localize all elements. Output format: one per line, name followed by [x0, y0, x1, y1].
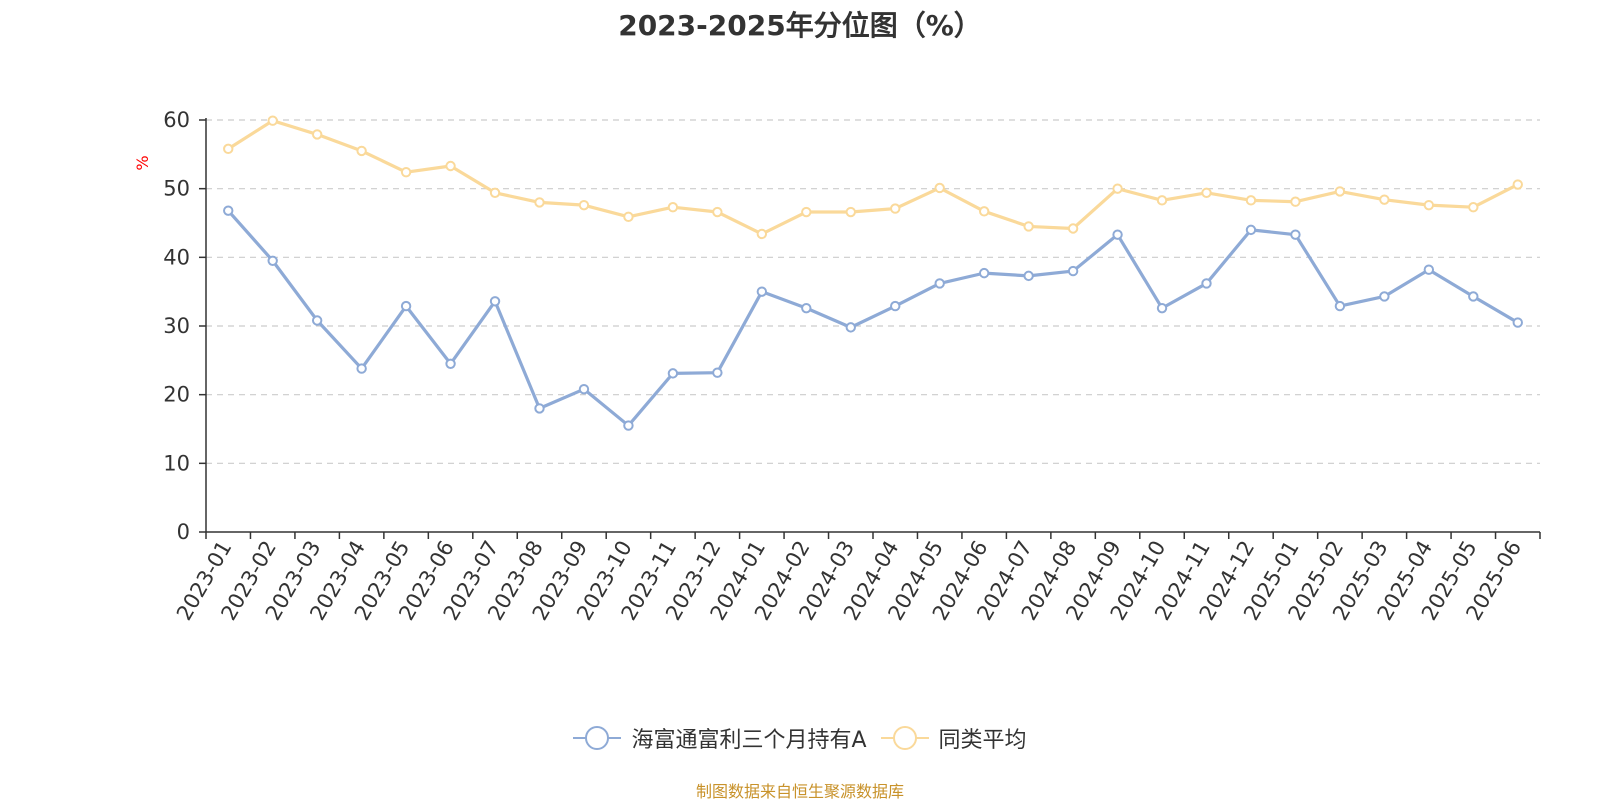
- data-point-series-2: [1334, 186, 1346, 197]
- data-point-series-2: [267, 115, 278, 126]
- data-point-series-2: [1512, 179, 1523, 190]
- data-point-series-2: [890, 203, 901, 214]
- axes: [199, 118, 1541, 539]
- data-point-series-2: [801, 206, 812, 218]
- grid-lines: [206, 119, 1540, 464]
- data-point-series-2: [311, 129, 323, 140]
- data-point-series-2: [1423, 199, 1435, 211]
- y-tick-label: 0: [177, 520, 190, 544]
- data-point-series-1: [934, 278, 945, 289]
- legend-item-series-1[interactable]: 海富通富利三个月持有A: [573, 722, 867, 754]
- data-point-series-1: [1468, 291, 1479, 302]
- data-point-series-1: [756, 286, 768, 297]
- data-point-series-1: [801, 302, 812, 314]
- data-point-series-1: [534, 403, 545, 414]
- series-line-1: [227, 209, 1519, 428]
- data-point-series-1: [1334, 300, 1346, 312]
- data-point-series-2: [934, 182, 945, 194]
- y-axis-label: %: [133, 155, 152, 170]
- data-point-series-2: [1156, 195, 1168, 206]
- data-point-series-1: [489, 296, 501, 307]
- data-point-series-1: [1512, 317, 1523, 328]
- legend-swatch-series-1: [573, 725, 622, 751]
- data-point-series-2: [1468, 202, 1479, 213]
- data-point-series-2: [534, 197, 545, 208]
- legend: 海富通富利三个月持有A 同类平均: [0, 722, 1600, 754]
- data-point-series-2: [223, 143, 234, 155]
- chart-title: 2023-2025年分位图（%）: [618, 9, 982, 42]
- data-point-series-2: [1067, 223, 1079, 234]
- data-point-series-2: [1023, 221, 1034, 232]
- series-line-2: [227, 119, 1519, 236]
- data-point-series-2: [489, 187, 501, 198]
- data-point-series-2: [400, 166, 412, 178]
- data-point-series-1: [667, 368, 679, 379]
- data-point-series-2: [756, 228, 768, 240]
- data-point-series-1: [845, 322, 856, 333]
- data-point-series-2: [1379, 194, 1390, 205]
- data-point-series-1: [978, 267, 990, 279]
- data-point-series-1: [400, 300, 412, 312]
- y-tick-label: 60: [163, 108, 190, 132]
- y-tick-label: 30: [163, 314, 190, 338]
- data-point-series-1: [623, 420, 634, 431]
- data-point-series-1: [311, 315, 323, 326]
- data-point-series-1: [1423, 264, 1435, 275]
- data-point-series-1: [1379, 291, 1390, 302]
- data-point-series-1: [356, 363, 367, 374]
- data-point-series-1: [445, 358, 456, 369]
- data-point-series-1: [1245, 224, 1257, 236]
- data-point-series-1: [1112, 229, 1123, 240]
- data-point-series-2: [1290, 196, 1301, 207]
- y-tick-label: 20: [163, 383, 190, 407]
- data-point-series-2: [445, 160, 456, 172]
- data-point-series-2: [356, 145, 367, 157]
- legend-label-series-2: 同类平均: [938, 728, 1027, 753]
- source-note: 制图数据来自恒生聚源数据库: [695, 782, 904, 801]
- data-point-series-2: [623, 211, 634, 223]
- y-tick-label: 50: [163, 177, 190, 201]
- data-point-series-1: [890, 300, 901, 312]
- data-point-series-2: [845, 206, 856, 218]
- data-point-series-2: [1112, 183, 1123, 194]
- legend-swatch-series-2: [880, 725, 929, 751]
- data-point-series-1: [712, 367, 723, 378]
- data-point-series-1: [1290, 229, 1301, 240]
- data-point-series-1: [1067, 265, 1079, 277]
- data-point-series-2: [978, 206, 990, 217]
- data-point-series-2: [712, 206, 723, 218]
- data-point-series-1: [267, 255, 278, 266]
- y-tick-label: 10: [163, 451, 190, 475]
- data-point-series-2: [578, 199, 590, 211]
- data-point-series-1: [223, 205, 234, 216]
- y-tick-label: 40: [163, 245, 190, 269]
- data-point-series-2: [667, 202, 679, 213]
- data-point-series-2: [1201, 187, 1212, 198]
- data-point-series-1: [1201, 278, 1212, 289]
- axis-labels: 0102030405060%2023-012023-022023-032023-…: [133, 108, 1526, 624]
- series-lines: [223, 115, 1523, 431]
- legend-label-series-1: 海富通富利三个月持有A: [631, 728, 867, 753]
- data-point-series-2: [1245, 195, 1257, 206]
- data-point-series-1: [1156, 302, 1168, 314]
- data-point-series-1: [1023, 270, 1034, 282]
- data-point-series-1: [578, 383, 590, 395]
- legend-item-series-2[interactable]: 同类平均: [880, 722, 1027, 754]
